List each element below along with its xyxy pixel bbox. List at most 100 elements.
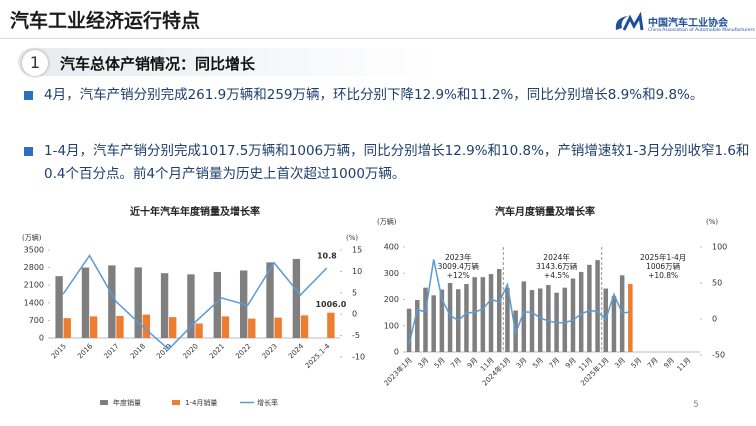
x-tick-label: 2024 — [287, 342, 306, 361]
bar — [195, 323, 203, 338]
bar — [505, 287, 510, 352]
x-tick-label: 2016 — [76, 342, 95, 361]
annotation: +12% — [447, 271, 470, 280]
bar — [292, 258, 301, 338]
x-tick-label: 7月 — [548, 356, 562, 370]
bar — [63, 318, 71, 338]
bar — [480, 277, 486, 352]
x-tick-label: 3月 — [613, 356, 627, 370]
bullet: 1-4月，汽车产销分别完成1017.5万辆和1006万辆，同比分别增长12.9%… — [20, 140, 756, 186]
y2-tick-label: 50 — [712, 279, 722, 288]
x-tick-label: 5月 — [433, 356, 447, 370]
legend-label: 增长率 — [257, 398, 278, 407]
y2-tick-label: 5 — [352, 288, 357, 297]
legend-label: 1-4月销量 — [185, 398, 217, 407]
bar — [300, 315, 309, 338]
bar — [423, 287, 428, 352]
bar — [327, 312, 335, 338]
page-number: 5 — [693, 400, 699, 410]
bar — [595, 260, 600, 352]
data-label: 1006.0 — [315, 300, 346, 309]
annotation: 3009.4万辆 — [438, 261, 480, 271]
section-title: 汽车总体产销情况：同比增长 — [60, 55, 256, 73]
bar — [108, 265, 116, 338]
chart-title: 近十年汽车年度销量及增长率 — [130, 205, 260, 218]
x-tick-label: 2017 — [102, 342, 120, 360]
bar — [587, 264, 592, 352]
x-tick-label: 9月 — [564, 356, 578, 370]
y-tick-label: 0 — [39, 334, 44, 343]
bar — [266, 262, 274, 338]
bar — [464, 284, 469, 352]
x-tick-label: 7月 — [646, 356, 660, 370]
legend-label: 年度销量 — [113, 398, 141, 407]
y-tick-label: 3500 — [24, 246, 44, 255]
x-tick-label: 2021 — [208, 342, 226, 360]
bar — [248, 318, 256, 338]
bar — [431, 295, 436, 352]
bar — [611, 296, 617, 352]
y-tick-label: 700 — [29, 316, 44, 325]
y-axis-label: (万辆) — [377, 217, 397, 226]
header-title: 汽车工业经济运行特点 — [10, 10, 201, 32]
bar — [496, 269, 502, 352]
y-tick-label: 1400 — [24, 298, 44, 307]
legend-swatch — [100, 400, 108, 405]
x-tick-label: 7月 — [449, 356, 463, 370]
logo-text: 中国汽车工业协会 — [648, 18, 728, 29]
x-tick-label: 2015 — [50, 342, 68, 360]
y2-tick-label: -10 — [352, 353, 365, 362]
chart-title: 汽车月度销量及增长率 — [495, 205, 595, 218]
bar — [213, 271, 221, 338]
bar — [89, 316, 98, 338]
logo-mark — [615, 12, 644, 31]
y2-tick-label: 100 — [712, 243, 727, 252]
y2-tick-label: 0 — [712, 315, 717, 324]
x-tick-label: 3月 — [417, 356, 431, 370]
bar — [187, 274, 195, 338]
bar — [116, 315, 124, 338]
y-tick-label: 200 — [384, 295, 399, 304]
annotation: 3143.6万辆 — [536, 261, 578, 271]
bar — [406, 308, 412, 352]
x-tick-label: 5月 — [630, 356, 644, 370]
bar — [578, 271, 584, 352]
y2-axis-label: (%) — [346, 234, 358, 242]
y2-tick-label: -5 — [352, 331, 360, 340]
bar — [134, 267, 142, 338]
y-tick-label: 0 — [394, 348, 399, 357]
line — [408, 259, 631, 345]
bar — [221, 316, 230, 338]
annotation: 2024年 — [543, 252, 570, 262]
legend-swatch — [172, 400, 180, 405]
section-band — [18, 48, 438, 76]
y2-axis-label: (%) — [706, 218, 718, 226]
bar — [439, 289, 445, 352]
y-tick-label: 300 — [384, 269, 399, 278]
y2-tick-label: 10 — [352, 267, 362, 276]
y-tick-label: 2800 — [24, 263, 44, 272]
x-tick-label: 5月 — [531, 356, 545, 370]
bar — [529, 290, 535, 352]
bar — [488, 274, 494, 352]
bar — [562, 287, 568, 352]
y-tick-label: 100 — [384, 321, 399, 330]
x-tick-label: 2020 — [182, 342, 200, 360]
y2-tick-label: -50 — [712, 351, 725, 360]
bar — [546, 285, 551, 352]
x-tick-label: 2023 — [261, 342, 279, 360]
annotation: +10.8% — [648, 271, 678, 280]
bar — [142, 314, 151, 338]
logo-subtext: China Association of Automobile Manufact… — [648, 28, 755, 33]
bar — [628, 284, 633, 352]
x-tick-label: 2023年1月 — [382, 355, 414, 387]
y-tick-label: 400 — [384, 243, 399, 252]
bar — [521, 281, 527, 352]
bar — [447, 282, 453, 352]
bullet: 4月，汽车产销分别完成261.9万辆和259万辆，环比分别下降12.9%和11.… — [20, 84, 756, 107]
bar — [55, 276, 63, 338]
x-tick-label: 9月 — [466, 356, 480, 370]
annotation: 1006万辆 — [646, 261, 681, 271]
line — [62, 254, 328, 351]
